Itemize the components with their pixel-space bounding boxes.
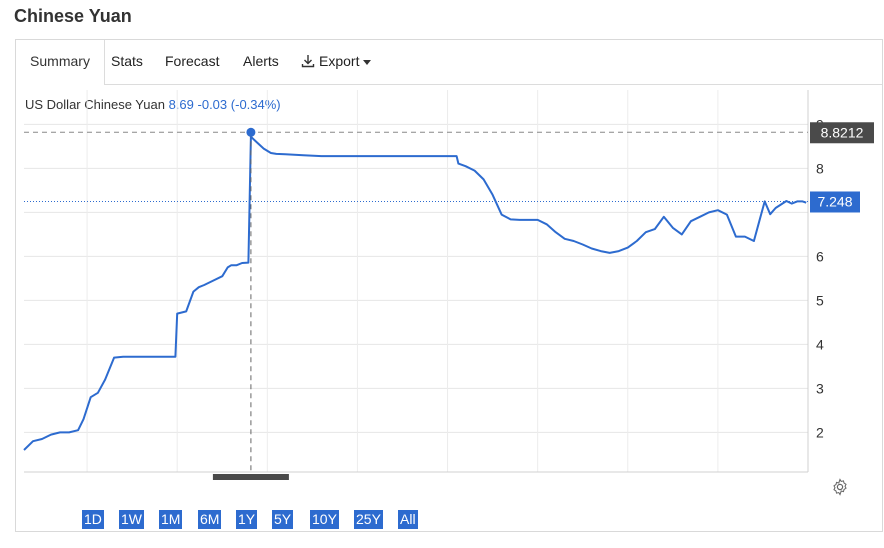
tab-bar: Summary Stats Forecast Alerts Export: [16, 40, 882, 85]
x-tick-label: 2000: [342, 479, 373, 480]
tab-alerts[interactable]: Alerts: [243, 53, 279, 69]
x-tick-label: 1990: [162, 479, 193, 480]
range-button-5y[interactable]: 5Y: [272, 510, 294, 529]
chart-panel: Summary Stats Forecast Alerts Export US …: [15, 39, 883, 532]
range-button-all[interactable]: All: [398, 510, 418, 529]
x-tick-label: 1985: [72, 479, 103, 480]
x-tick-label: 2005: [432, 479, 463, 480]
cursor-value-label: 8.8212: [821, 124, 864, 140]
x-tick-label: 2020: [702, 479, 733, 480]
range-button-25y[interactable]: 25Y: [354, 510, 383, 529]
cursor-value-badge: [810, 122, 874, 144]
range-button-1d[interactable]: 1D: [82, 510, 104, 529]
chevron-down-icon: [363, 59, 372, 65]
line-chart[interactable]: 2345689198519902000200520102015202020258…: [16, 40, 882, 480]
x-tick-label: 2015: [612, 479, 643, 480]
x-tick-label: 2010: [522, 479, 553, 480]
legend-change-pct: (-0.34%): [230, 97, 281, 112]
y-tick-label: 3: [816, 380, 824, 396]
series-line[interactable]: [23, 135, 807, 451]
legend-change: -0.03: [197, 97, 228, 112]
range-button-10y[interactable]: 10Y: [310, 510, 339, 529]
cursor-point[interactable]: [246, 127, 256, 137]
legend-value: 8.69: [168, 97, 194, 112]
gear-icon[interactable]: [831, 478, 849, 496]
y-tick-label: 6: [816, 248, 824, 264]
y-tick-label: 2: [816, 424, 824, 440]
tab-forecast[interactable]: Forecast: [165, 53, 220, 69]
range-button-6m[interactable]: 6M: [198, 510, 222, 529]
range-button-1w[interactable]: 1W: [119, 510, 144, 529]
x-tick-label: 2025: [792, 479, 823, 480]
export-label: Export: [319, 53, 360, 69]
last-value-label: 7.248: [817, 193, 852, 209]
download-icon: [301, 55, 315, 68]
last-value-badge: [810, 191, 860, 213]
y-tick-label: 4: [816, 336, 824, 352]
y-tick-label: 5: [816, 292, 824, 308]
page-title: Chinese Yuan: [14, 6, 132, 26]
range-button-1m[interactable]: 1M: [159, 510, 183, 529]
y-tick-label: 8: [816, 160, 824, 176]
legend-series-name: US Dollar Chinese Yuan: [25, 97, 165, 112]
tab-summary[interactable]: Summary: [16, 40, 105, 85]
range-button-1y[interactable]: 1Y: [236, 510, 258, 529]
tab-export[interactable]: Export: [301, 40, 372, 84]
chart-legend: US Dollar Chinese Yuan 8.69 -0.03 (-0.34…: [25, 97, 281, 112]
cursor-date-label: Feb 1994: [221, 477, 280, 480]
tab-stats[interactable]: Stats: [111, 53, 143, 69]
cursor-date-badge: [212, 474, 289, 480]
